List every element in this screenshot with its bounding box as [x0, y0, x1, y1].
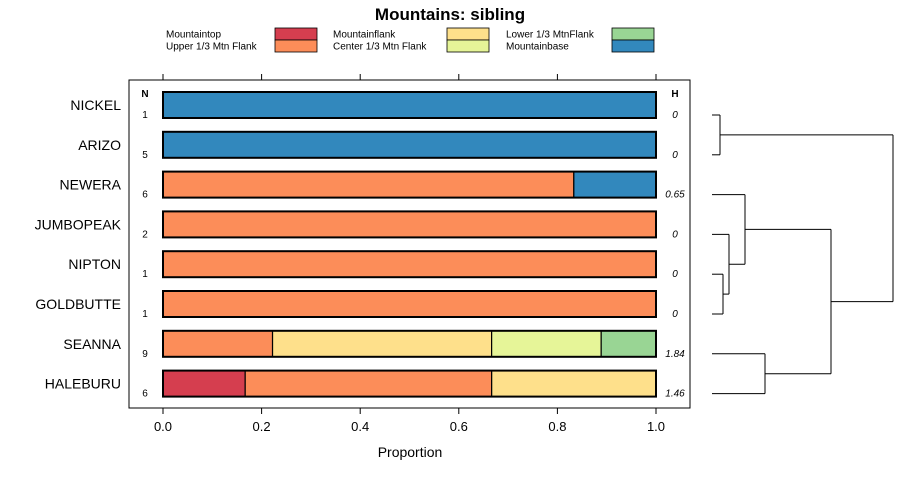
- bar-segment: [162, 290, 657, 318]
- legend-swatch: [274, 27, 318, 41]
- n-value: 1: [142, 110, 148, 121]
- bar-outline: [162, 130, 657, 159]
- x-axis: 0.0 0.2 0.4 0.6 0.8 1.0: [154, 74, 665, 434]
- legend-label: Center 1/3 Mtn Flank: [333, 42, 427, 53]
- n-value: 6: [142, 190, 148, 201]
- bar-outline: [162, 170, 657, 199]
- bar-segment: [162, 171, 575, 199]
- x-tick-label: 0.2: [253, 419, 271, 434]
- x-tick-label: 0.6: [450, 419, 468, 434]
- h-value: 0: [672, 150, 678, 161]
- h-value: 0.65: [665, 190, 685, 201]
- n-value: 1: [142, 269, 148, 280]
- h-value: 0: [672, 110, 678, 121]
- n-value: 9: [142, 349, 148, 360]
- bar-outline: [162, 369, 657, 398]
- legend-label: Mountaintop: [166, 30, 221, 41]
- legend-swatch: [274, 39, 318, 53]
- legend-swatch: [611, 39, 655, 53]
- n-column-header: N: [141, 89, 148, 100]
- row-label: NEWERA: [60, 177, 122, 193]
- bar-outline: [162, 290, 657, 318]
- row-label: JUMBOPEAK: [35, 216, 122, 232]
- h-value: 0: [672, 309, 678, 320]
- bar-segment: [271, 330, 493, 358]
- row-label: NIPTON: [68, 256, 121, 272]
- n-value: 6: [142, 389, 148, 400]
- row-label: GOLDBUTTE: [35, 296, 121, 312]
- legend-label: Mountainflank: [333, 30, 396, 41]
- bar-segment: [162, 210, 657, 238]
- bar-outline: [162, 329, 657, 358]
- n-value: 5: [142, 150, 148, 161]
- x-tick-label: 0.8: [548, 419, 566, 434]
- h-value: 0: [672, 269, 678, 280]
- h-value: 1.46: [665, 389, 685, 400]
- bar-segment: [162, 370, 246, 398]
- bar-outline: [162, 210, 657, 239]
- bar-segment: [491, 330, 602, 358]
- n-value: 1: [142, 309, 148, 320]
- h-column-header: H: [671, 89, 678, 100]
- row-label: ARIZO: [78, 137, 121, 153]
- bar-segment: [491, 370, 657, 398]
- row-label: SEANNA: [63, 336, 121, 352]
- legend-label: Mountainbase: [506, 42, 569, 53]
- x-tick-label: 1.0: [647, 419, 665, 434]
- bar-segment: [244, 370, 493, 398]
- x-tick-label: 0.4: [351, 419, 369, 434]
- h-value: 0: [672, 229, 678, 240]
- bar-segment: [600, 330, 657, 358]
- bar-segment: [162, 250, 657, 278]
- bar-segment: [573, 171, 657, 199]
- legend-swatch: [611, 27, 655, 41]
- bar-segment: [162, 131, 657, 159]
- row-label: NICKEL: [70, 97, 121, 113]
- legend-swatch: [446, 27, 490, 41]
- x-tick-label: 0.0: [154, 419, 172, 434]
- dendrogram: [712, 114, 894, 395]
- row-label: HALEBURU: [45, 376, 121, 392]
- chart-title: Mountains: sibling: [375, 5, 525, 24]
- legend-label: Upper 1/3 Mtn Flank: [166, 42, 258, 53]
- bar-segment: [162, 91, 657, 119]
- plot-frame: [128, 79, 691, 409]
- n-value: 2: [142, 229, 148, 240]
- legend-label: Lower 1/3 MtnFlank: [506, 30, 595, 41]
- bar-segment: [162, 330, 274, 358]
- bar-outline: [162, 250, 657, 279]
- x-axis-label: Proportion: [378, 444, 443, 460]
- h-value: 1.84: [665, 349, 685, 360]
- bar-rows: NICKEL 1 0 ARIZO 5 0 NEWERA 6 0.65 JUMBOPEAK 2 0 NIP…: [35, 91, 685, 400]
- bar-outline: [162, 91, 657, 119]
- legend-swatch: [446, 39, 490, 53]
